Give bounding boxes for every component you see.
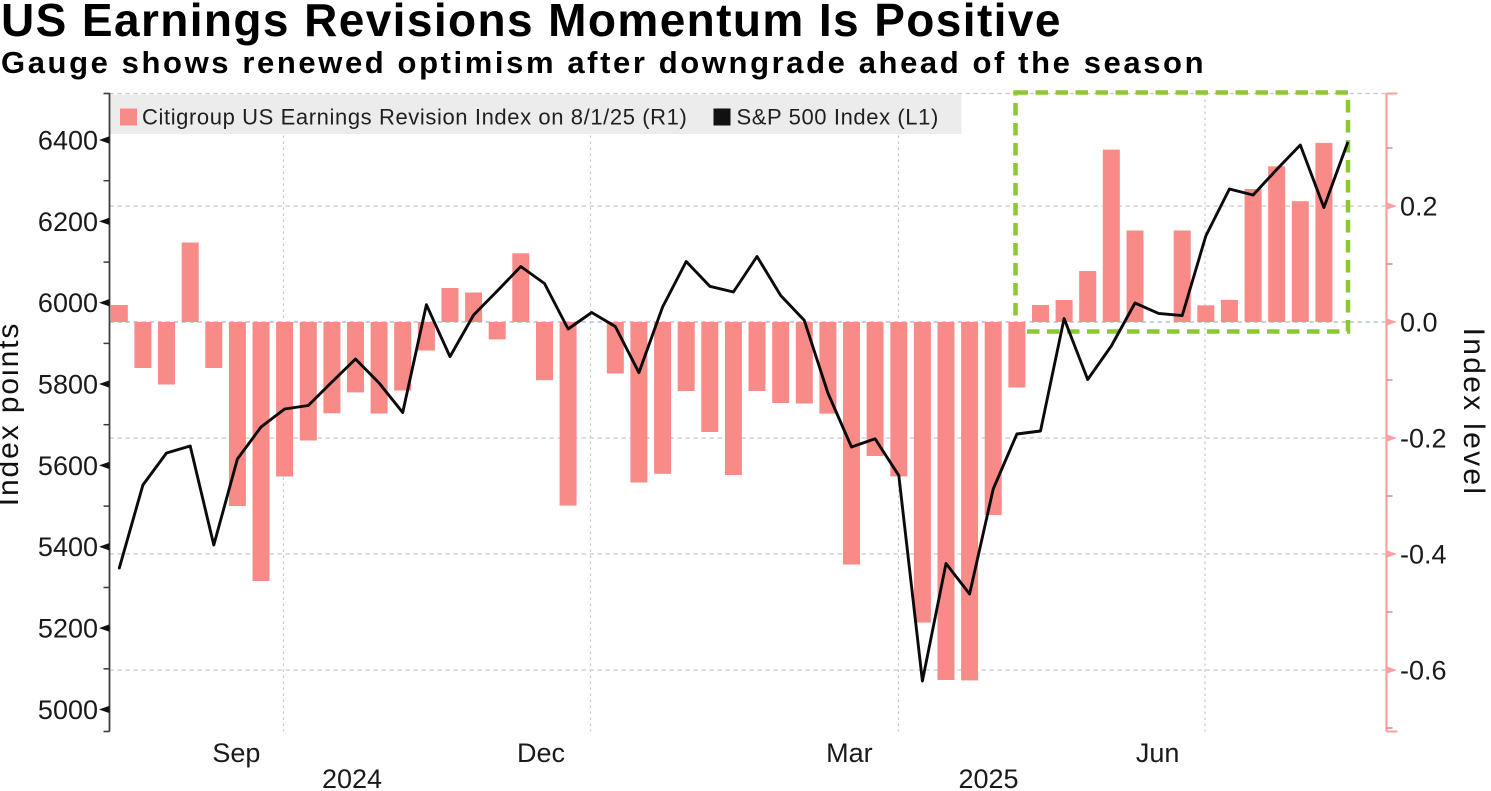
svg-text:Index level: Index level xyxy=(1457,328,1490,497)
svg-text:Citigroup US Earnings Revision: Citigroup US Earnings Revision Index on … xyxy=(142,105,687,130)
svg-text:6000: 6000 xyxy=(38,288,98,318)
svg-text:-0.6: -0.6 xyxy=(1400,656,1447,686)
svg-text:5800: 5800 xyxy=(38,370,98,400)
svg-text:5400: 5400 xyxy=(38,532,98,562)
svg-text:Index points: Index points xyxy=(0,322,25,507)
svg-text:Dec: Dec xyxy=(517,738,565,768)
svg-text:Jun: Jun xyxy=(1136,738,1180,768)
svg-text:Sep: Sep xyxy=(212,738,260,768)
svg-text:Gauge shows renewed optimism a: Gauge shows renewed optimism after downg… xyxy=(1,45,1206,80)
svg-text:6400: 6400 xyxy=(38,126,98,156)
svg-text:5600: 5600 xyxy=(38,451,98,481)
svg-text:Mar: Mar xyxy=(826,738,873,768)
svg-text:-0.2: -0.2 xyxy=(1400,424,1447,454)
svg-text:S&P 500 Index (L1): S&P 500 Index (L1) xyxy=(737,105,939,130)
svg-text:2024: 2024 xyxy=(322,764,382,791)
svg-text:5200: 5200 xyxy=(38,614,98,644)
svg-text:5000: 5000 xyxy=(38,695,98,725)
svg-text:-0.4: -0.4 xyxy=(1400,540,1447,570)
svg-text:6200: 6200 xyxy=(38,207,98,237)
svg-text:0.2: 0.2 xyxy=(1400,192,1438,222)
svg-text:0.0: 0.0 xyxy=(1400,308,1438,338)
svg-text:US Earnings Revisions Momentum: US Earnings Revisions Momentum Is Positi… xyxy=(1,0,1062,46)
svg-text:2025: 2025 xyxy=(958,764,1018,791)
